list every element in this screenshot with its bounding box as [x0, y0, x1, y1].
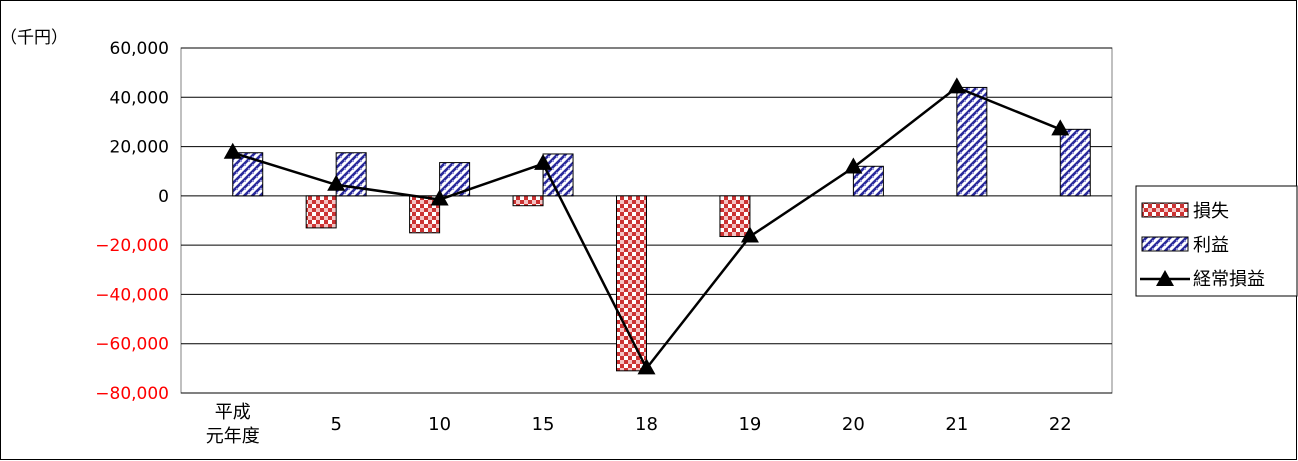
x-category-label: 21: [945, 414, 968, 435]
bar-profit: [956, 86, 988, 197]
y-axis-unit-label: （千円）: [0, 28, 68, 48]
legend-triangle-marker: [1156, 270, 1174, 286]
line-series: [223, 77, 1070, 375]
bar-profit: [852, 165, 884, 197]
line-point-marker: [947, 77, 966, 94]
bars: [232, 86, 1091, 372]
x-category-label: 平成: [215, 402, 251, 423]
y-tick-label: 40,000: [110, 88, 169, 108]
bar-loss: [305, 195, 337, 229]
x-category-label: 5: [330, 414, 341, 435]
x-category-label: 20: [842, 414, 865, 435]
y-tick-label: −80,000: [95, 384, 169, 404]
bar-profit: [439, 162, 471, 197]
x-category-label: 15: [532, 414, 555, 435]
x-category-label: 10: [428, 414, 451, 435]
legend-swatch-loss: [1141, 202, 1189, 218]
legend: 損失 利益 経常損益: [1135, 185, 1298, 297]
x-category-label: 19: [738, 414, 761, 435]
bar-profit: [232, 152, 264, 197]
y-tick-label: 20,000: [110, 138, 169, 158]
bar-loss: [512, 195, 544, 207]
y-axis-ticks: 60,000 40,000 20,000 0 −20,000 −40,000 −60,000…: [95, 39, 169, 404]
y-tick-label: −20,000: [95, 236, 169, 256]
legend-label-loss: 損失: [1193, 201, 1229, 222]
line-point-marker: [740, 226, 759, 243]
y-tick-label: −40,000: [95, 285, 169, 305]
bar-loss: [616, 195, 647, 372]
line-point-marker: [430, 189, 449, 206]
line-point-marker: [534, 153, 553, 170]
y-tick-label: 60,000: [110, 39, 169, 59]
line-point-marker: [844, 157, 863, 174]
y-tick-label: 0: [158, 187, 169, 207]
line-point-marker: [637, 358, 656, 375]
bar-loss: [719, 195, 751, 238]
line-point-marker: [223, 142, 242, 159]
legend-label-profit: 利益: [1193, 235, 1229, 256]
x-category-label: 18: [635, 414, 658, 435]
y-tick-label: −60,000: [95, 335, 169, 355]
x-category-label: 22: [1049, 414, 1072, 435]
legend-swatch-profit: [1141, 236, 1189, 252]
line-point-marker: [1051, 119, 1070, 136]
bar-profit: [1059, 128, 1091, 197]
legend-label-ordinary: 経常損益: [1193, 269, 1265, 290]
line-point-marker: [327, 174, 346, 191]
x-category-label: 元年度: [206, 426, 260, 447]
